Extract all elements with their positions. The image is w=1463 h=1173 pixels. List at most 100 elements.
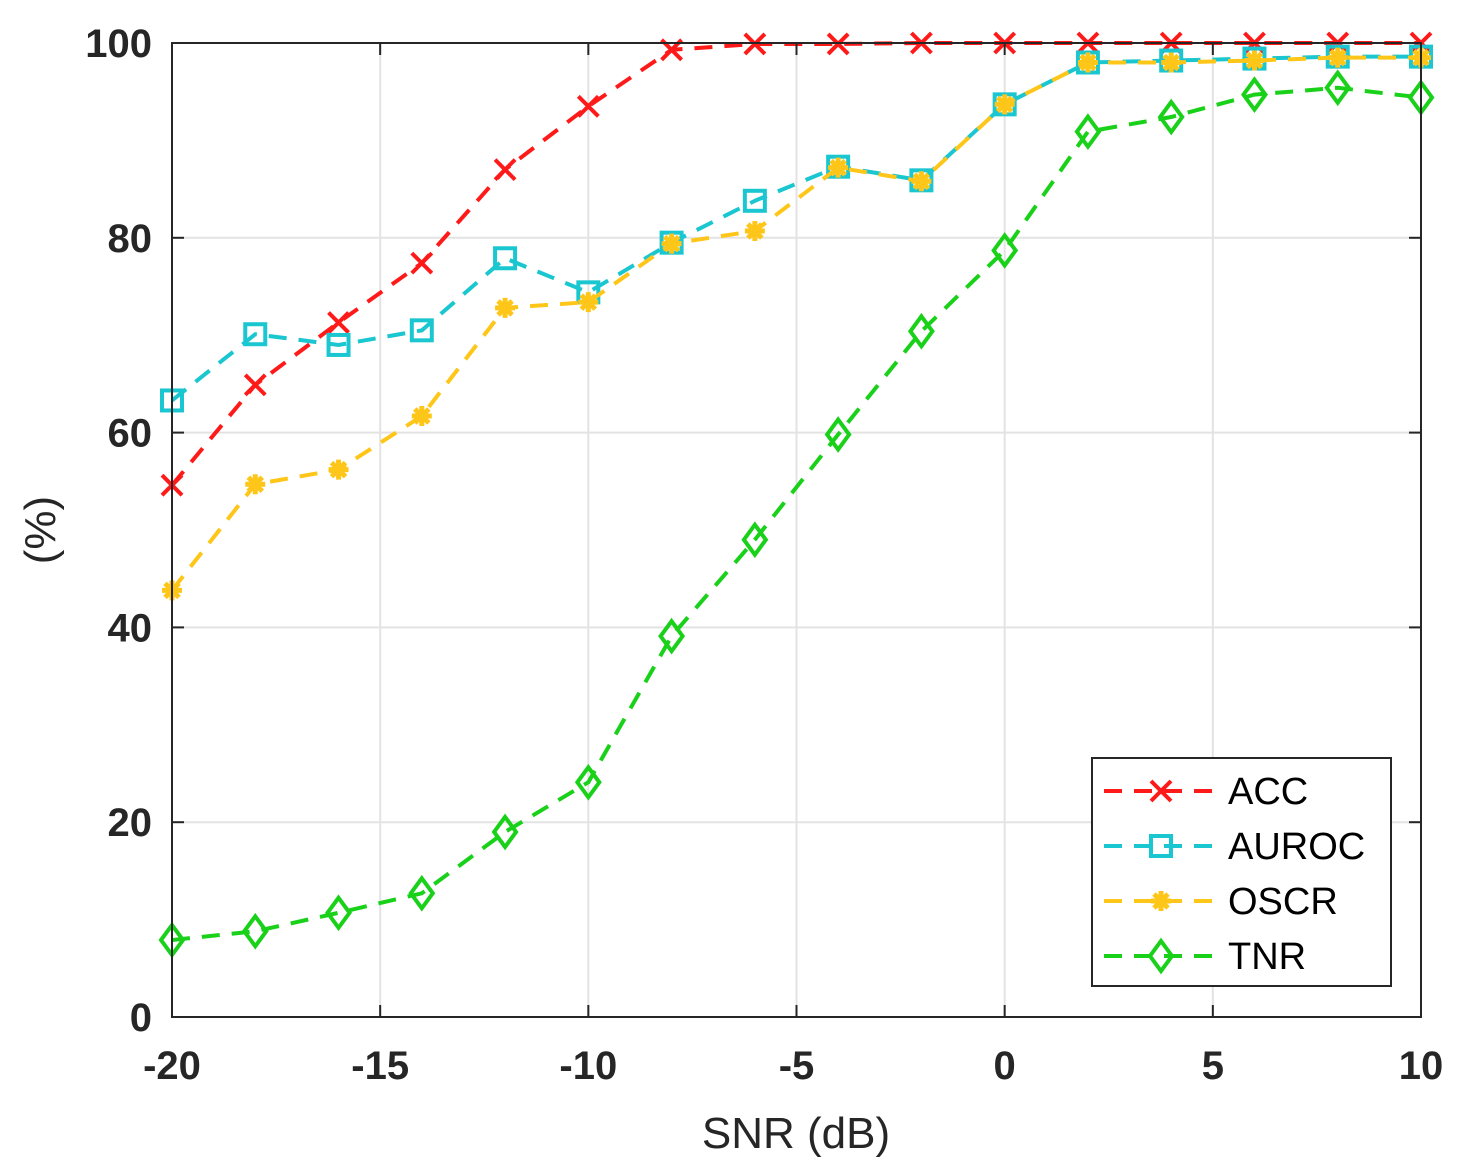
star-marker-icon — [1244, 50, 1265, 71]
data-point — [994, 94, 1015, 115]
y-tick-label: 0 — [130, 996, 152, 1040]
diamond-marker-icon — [1157, 98, 1185, 136]
star-marker-icon — [1327, 47, 1348, 68]
star-marker-icon — [994, 94, 1015, 115]
legend: ACC AUROC OSCR TNR — [1091, 757, 1392, 987]
y-tick-label: 100 — [85, 22, 152, 66]
data-point — [491, 813, 519, 851]
data-point — [241, 912, 269, 950]
legend-marker — [1147, 937, 1175, 975]
data-point — [911, 171, 932, 192]
data-point — [824, 416, 852, 453]
x-tick-label: 10 — [1399, 1044, 1444, 1088]
data-point — [1157, 98, 1185, 136]
data-point — [409, 318, 434, 343]
data-point — [1244, 50, 1265, 71]
star-marker-icon — [1077, 52, 1098, 73]
legend-marker — [1149, 834, 1173, 858]
legend-label: TNR — [1228, 936, 1306, 978]
legend-label: AUROC — [1228, 826, 1365, 868]
data-point — [328, 459, 349, 480]
legend-label: OSCR — [1228, 881, 1338, 923]
x-marker-icon — [410, 251, 434, 275]
square-marker-icon — [409, 318, 434, 343]
diamond-marker-icon — [241, 912, 269, 950]
x-tick-label: 0 — [994, 1044, 1016, 1088]
x-tick-label: -10 — [559, 1044, 617, 1088]
data-point — [1240, 76, 1268, 114]
diamond-marker-icon — [408, 874, 436, 912]
diamond-marker-icon — [491, 813, 519, 851]
star-marker-icon — [328, 459, 349, 480]
series-line — [170, 55, 1421, 592]
data-point — [661, 233, 682, 254]
legend-box — [1091, 757, 1392, 987]
x-tick-label: -20 — [143, 1044, 201, 1088]
x-tick-label: 5 — [1202, 1044, 1224, 1088]
series-line — [171, 85, 1422, 943]
diamond-marker-icon — [658, 617, 686, 655]
y-axis-label: (%) — [16, 496, 65, 564]
star-marker-icon — [911, 171, 932, 192]
data-point — [907, 312, 935, 350]
x-marker-icon — [576, 94, 600, 118]
star-marker-icon — [828, 157, 849, 178]
data-point — [1324, 69, 1352, 107]
square-marker-icon — [493, 246, 518, 271]
diamond-marker-icon — [991, 232, 1019, 269]
x-tick-label: -5 — [779, 1044, 815, 1088]
data-point — [574, 763, 602, 801]
data-point — [828, 157, 849, 178]
legend-label: ACC — [1228, 771, 1308, 813]
data-point — [245, 474, 266, 495]
x-marker-icon — [327, 311, 350, 334]
data-point — [658, 617, 686, 655]
data-point — [411, 406, 432, 427]
data-point — [493, 158, 517, 182]
x-marker-icon — [1149, 779, 1173, 803]
square-marker-icon — [742, 188, 767, 213]
data-point — [495, 297, 516, 318]
diamond-marker-icon — [907, 312, 935, 350]
x-axis-label: SNR (dB) — [702, 1109, 890, 1158]
star-marker-icon — [578, 292, 599, 313]
data-point — [576, 94, 600, 118]
data-point — [1074, 113, 1102, 151]
diamond-marker-icon — [1147, 937, 1175, 975]
x-marker-icon — [243, 373, 267, 397]
data-point — [327, 311, 350, 334]
data-point — [1327, 47, 1348, 68]
legend-marker — [1149, 779, 1173, 803]
legend-item-acc: ACC — [1104, 771, 1308, 813]
data-point — [410, 251, 434, 275]
data-point — [991, 232, 1019, 269]
data-point — [243, 322, 268, 347]
y-tick-label: 40 — [108, 606, 153, 650]
data-point — [744, 220, 765, 241]
x-marker-icon — [493, 158, 517, 182]
y-tick-label: 80 — [108, 217, 153, 261]
diamond-marker-icon — [824, 416, 852, 453]
star-marker-icon — [245, 474, 266, 495]
diamond-marker-icon — [1074, 113, 1102, 151]
legend-marker — [1151, 891, 1171, 911]
data-point — [325, 894, 353, 932]
star-marker-icon — [495, 297, 516, 318]
diamond-marker-icon — [325, 894, 353, 932]
legend-item-auroc: AUROC — [1104, 826, 1365, 868]
star-marker-icon — [661, 233, 682, 254]
star-marker-icon — [744, 220, 765, 241]
star-marker-icon — [1161, 52, 1182, 73]
diamond-marker-icon — [574, 763, 602, 801]
data-point — [326, 332, 351, 357]
data-point — [243, 373, 267, 397]
y-tick-label: 20 — [108, 801, 153, 845]
data-point — [578, 292, 599, 313]
y-tick-label: 60 — [108, 412, 153, 456]
legend-item-oscr: OSCR — [1104, 881, 1338, 923]
diamond-marker-icon — [741, 521, 769, 559]
data-point — [493, 246, 518, 271]
data-point — [1077, 52, 1098, 73]
